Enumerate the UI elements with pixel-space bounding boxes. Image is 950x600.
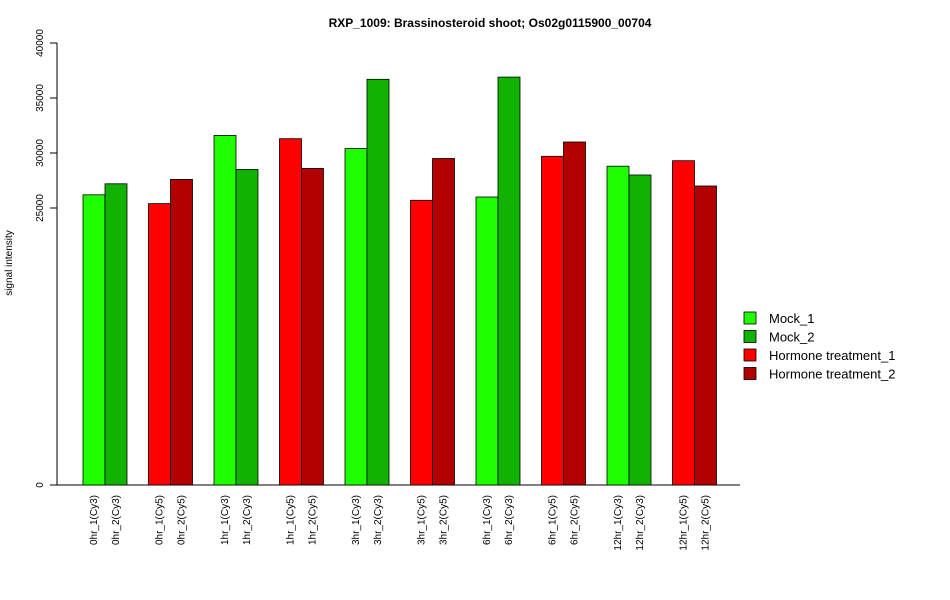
x-tick-label: 1hr_2(Cy3) [242,495,253,545]
y-axis-label: signal intensity [4,230,15,296]
bar [432,158,455,486]
x-tick-label: 6hr_2(Cy5) [570,495,581,545]
legend-label: Mock_1 [769,311,815,326]
legend-swatch [743,367,757,380]
y-axis: 0 25000 30000 35000 40000 [35,29,58,488]
legend-label: Hormone treatment_1 [769,348,895,363]
x-tick-label: 12hr_1(Cy3) [613,495,624,551]
y-tick-label: 35000 [35,84,46,112]
bars [82,76,717,486]
bar [344,148,368,486]
legend-swatch [743,348,757,362]
x-tick-labels: 0hr_1(Cy3) 0hr_2(Cy3) 0hr_1(Cy5) 0hr_2(Cy5)… [89,495,712,551]
x-tick-label: 6hr_1(Cy5) [548,495,559,545]
bar [148,203,171,486]
bar [563,141,586,486]
x-tick-label: 3hr_2(Cy3) [373,495,384,545]
legend: Mock_1 Mock_2 Hormone treatment_1 Hormone t… [743,311,895,382]
y-tick-label: 25000 [35,194,46,222]
bar [104,183,128,486]
bar [628,174,652,486]
x-tick-label: 6hr_1(Cy3) [482,495,493,545]
x-tick-label: 0hr_2(Cy3) [111,495,122,545]
legend-swatch [743,330,757,343]
bar [366,78,390,486]
y-tick-label: 40000 [35,29,46,57]
x-tick-label: 3hr_1(Cy3) [351,495,362,545]
x-tick-label: 1hr_1(Cy5) [286,495,297,545]
legend-label: Hormone treatment_2 [769,367,895,382]
bar [606,165,630,486]
bar [301,167,324,486]
y-tick-label: 30000 [35,139,46,167]
bar [672,160,695,486]
bar [410,199,433,486]
x-tick-label: 12hr_2(Cy5) [701,495,712,551]
bar [82,194,106,486]
bar [279,138,302,486]
x-tick-label: 12hr_1(Cy5) [679,495,690,551]
x-tick-label: 0hr_2(Cy5) [177,495,188,545]
x-tick-label: 3hr_1(Cy5) [417,495,428,545]
bar [694,185,717,486]
bar [235,169,259,486]
legend-label: Mock_2 [769,330,815,345]
x-tick-label: 1hr_1(Cy3) [220,495,231,545]
x-tick-label: 1hr_2(Cy5) [308,495,319,545]
y-tick-label: 0 [35,482,46,488]
bar [213,134,237,486]
bar [497,76,521,486]
x-tick-label: 0hr_1(Cy3) [89,495,100,545]
x-tick-label: 3hr_2(Cy5) [439,495,450,545]
x-tick-label: 0hr_1(Cy5) [155,495,166,545]
x-tick-label: 6hr_2(Cy3) [504,495,515,545]
bar [170,178,193,486]
legend-swatch [743,311,757,325]
bar [475,196,499,486]
bar [541,155,564,486]
x-tick-label: 12hr_2(Cy3) [635,495,646,551]
chart-title: RXP_1009: Brassinosteroid shoot; Os02g01… [329,16,652,30]
